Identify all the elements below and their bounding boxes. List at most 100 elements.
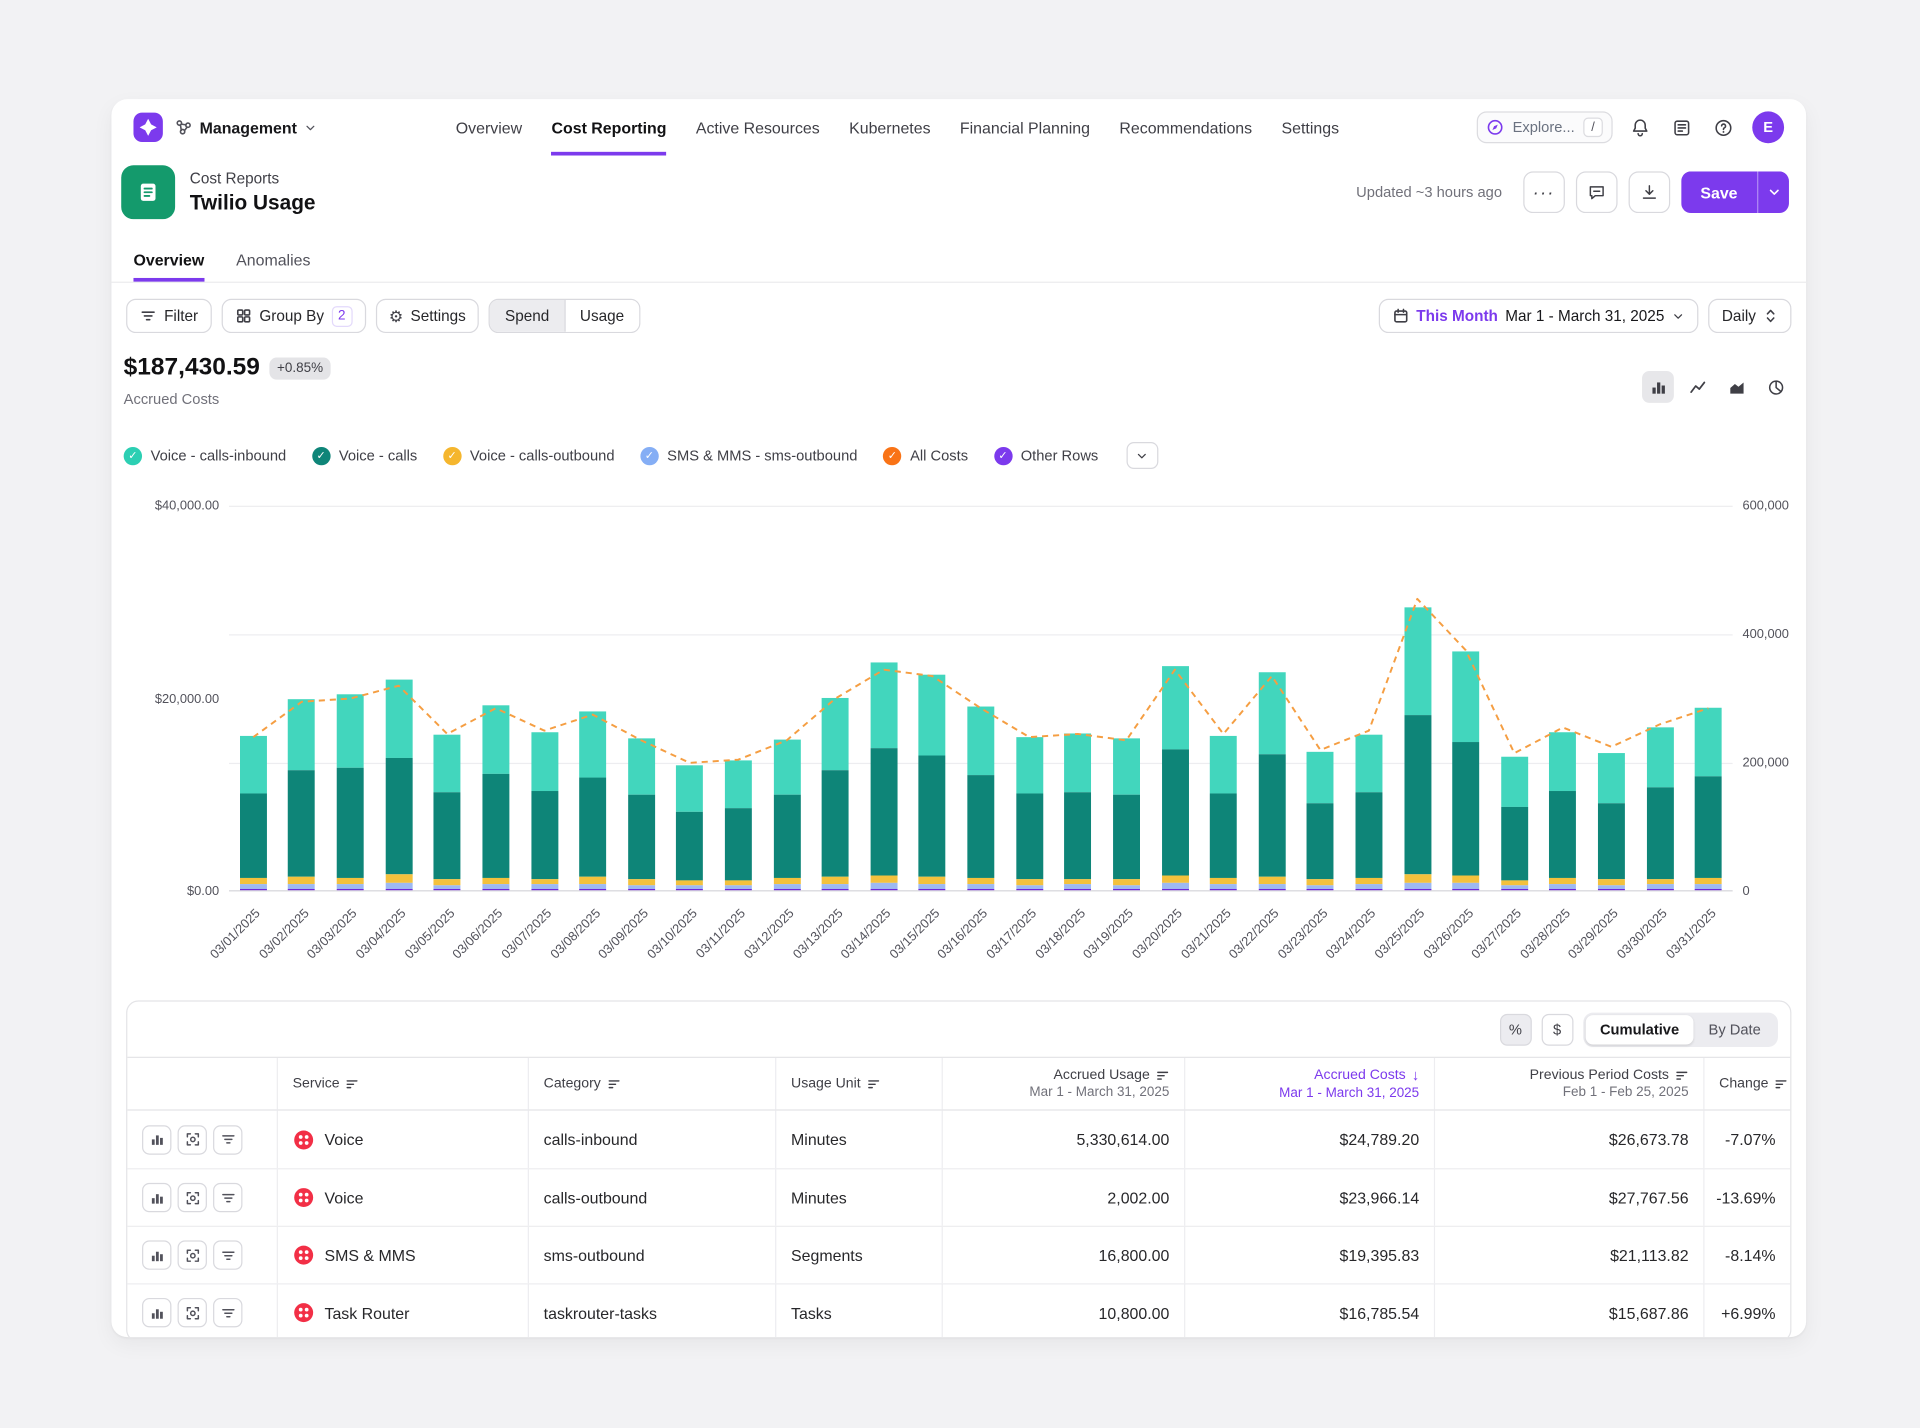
group-by-button[interactable]: Group By 2 bbox=[221, 298, 366, 334]
filter-button[interactable]: Filter bbox=[126, 298, 212, 334]
nav-item-financial-planning[interactable]: Financial Planning bbox=[959, 118, 1091, 137]
app-logo[interactable] bbox=[133, 112, 163, 143]
header-change[interactable]: Change bbox=[1703, 1057, 1790, 1110]
chart-bar-03/11/2025[interactable] bbox=[724, 760, 752, 891]
chart-bar-03/25/2025[interactable] bbox=[1403, 607, 1431, 891]
legend-item-other-rows[interactable]: ✓ Other Rows bbox=[993, 446, 1098, 465]
chart-bar-03/02/2025[interactable] bbox=[288, 699, 316, 891]
nav-item-cost-reporting[interactable]: Cost Reporting bbox=[551, 99, 667, 156]
chart-area: $40,000.00 $20,000.00 $0.00 600,000 400,000… bbox=[111, 498, 1806, 898]
chart-bar-03/17/2025[interactable] bbox=[1015, 736, 1043, 891]
chart-bar-03/03/2025[interactable] bbox=[336, 694, 364, 891]
more-actions-button[interactable]: ··· bbox=[1522, 171, 1565, 214]
row-filter-button[interactable] bbox=[213, 1240, 243, 1270]
save-button[interactable]: Save bbox=[1680, 171, 1758, 214]
download-button[interactable] bbox=[1628, 171, 1670, 214]
chart-bar-03/22/2025[interactable] bbox=[1258, 672, 1286, 891]
date-range-button[interactable]: This Month Mar 1 - March 31, 2025 bbox=[1378, 298, 1699, 334]
dollar-toggle[interactable]: $ bbox=[1541, 1013, 1574, 1046]
row-chart-button[interactable] bbox=[142, 1240, 172, 1270]
nav-item-overview[interactable]: Overview bbox=[455, 118, 523, 137]
chart-bar-03/20/2025[interactable] bbox=[1161, 665, 1189, 891]
spend-toggle[interactable]: Spend bbox=[490, 300, 564, 332]
chart-bar-03/01/2025[interactable] bbox=[239, 735, 267, 891]
chart-bar-03/14/2025[interactable] bbox=[870, 662, 898, 891]
row-chart-button[interactable] bbox=[142, 1182, 172, 1213]
chart-bar-03/05/2025[interactable] bbox=[433, 734, 461, 891]
x-axis-label: 03/26/2025 bbox=[1420, 906, 1477, 963]
nav-item-recommendations[interactable]: Recommendations bbox=[1119, 118, 1253, 137]
cell-category: calls-outbound bbox=[527, 1169, 775, 1226]
chart-bar-03/31/2025[interactable] bbox=[1694, 707, 1722, 891]
chart-bar-03/21/2025[interactable] bbox=[1209, 735, 1237, 891]
chart-bar-03/28/2025[interactable] bbox=[1549, 732, 1577, 891]
chart-bar-03/08/2025[interactable] bbox=[579, 710, 607, 891]
row-chart-button[interactable] bbox=[142, 1297, 172, 1328]
chart-bar-03/30/2025[interactable] bbox=[1646, 727, 1674, 891]
help-button[interactable] bbox=[1711, 114, 1738, 141]
chart-bar-03/07/2025[interactable] bbox=[530, 732, 558, 891]
chart-bar-03/12/2025[interactable] bbox=[773, 739, 801, 891]
header-accrued-usage[interactable]: Accrued Usage Mar 1 - March 31, 2025 bbox=[941, 1057, 1184, 1110]
sort-icon bbox=[1156, 1068, 1169, 1081]
chart-bar-03/15/2025[interactable] bbox=[918, 674, 946, 891]
header-category[interactable]: Category bbox=[527, 1057, 775, 1110]
tab-overview[interactable]: Overview bbox=[133, 239, 205, 282]
chart-bar-03/23/2025[interactable] bbox=[1306, 752, 1334, 891]
nav-item-settings[interactable]: Settings bbox=[1281, 118, 1340, 137]
legend-item-voice-calls[interactable]: ✓ Voice - calls bbox=[311, 446, 417, 465]
row-filter-button[interactable] bbox=[213, 1124, 243, 1155]
chart-bar-03/04/2025[interactable] bbox=[385, 680, 413, 891]
row-focus-button[interactable] bbox=[177, 1182, 207, 1213]
chart-bar-03/27/2025[interactable] bbox=[1500, 757, 1528, 891]
chart-bar-03/10/2025[interactable] bbox=[676, 765, 704, 891]
save-dropdown-button[interactable] bbox=[1757, 171, 1789, 214]
settings-button[interactable]: ⚙ Settings bbox=[375, 298, 480, 334]
row-focus-button[interactable] bbox=[177, 1297, 207, 1328]
row-filter-button[interactable] bbox=[213, 1182, 243, 1213]
granularity-button[interactable]: Daily bbox=[1708, 298, 1792, 334]
area-chart-button[interactable] bbox=[1720, 371, 1752, 403]
workspace-switcher[interactable]: Management bbox=[175, 118, 318, 137]
chart-bar-03/13/2025[interactable] bbox=[821, 698, 849, 891]
chart-bar-03/29/2025[interactable] bbox=[1597, 753, 1625, 891]
tab-anomalies[interactable]: Anomalies bbox=[236, 251, 311, 270]
row-actions bbox=[127, 1284, 276, 1337]
row-focus-button[interactable] bbox=[177, 1124, 207, 1155]
row-filter-button[interactable] bbox=[213, 1297, 243, 1328]
header-service[interactable]: Service bbox=[276, 1057, 528, 1110]
header-accrued-costs[interactable]: Accrued Costs ↓ Mar 1 - March 31, 2025 bbox=[1184, 1057, 1434, 1110]
chart-bar-03/06/2025[interactable] bbox=[482, 705, 510, 891]
cumulative-toggle[interactable]: Cumulative bbox=[1585, 1014, 1694, 1044]
legend-more-button[interactable] bbox=[1126, 442, 1159, 469]
row-focus-button[interactable] bbox=[177, 1240, 207, 1270]
legend-item-sms-mms-sms-outbound[interactable]: ✓ SMS & MMS - sms-outbound bbox=[640, 446, 857, 465]
explore-search[interactable]: Explore... / bbox=[1477, 111, 1613, 144]
by-date-toggle[interactable]: By Date bbox=[1694, 1014, 1776, 1043]
updated-timestamp: Updated ~3 hours ago bbox=[1356, 183, 1502, 201]
legend-item-all-costs[interactable]: ✓ All Costs bbox=[883, 446, 968, 465]
nav-item-active-resources[interactable]: Active Resources bbox=[695, 118, 820, 137]
chart-bar-03/19/2025[interactable] bbox=[1112, 738, 1140, 891]
pie-chart-button[interactable] bbox=[1760, 371, 1792, 403]
row-chart-button[interactable] bbox=[142, 1124, 172, 1155]
x-axis-label: 03/04/2025 bbox=[353, 906, 410, 963]
nav-item-kubernetes[interactable]: Kubernetes bbox=[849, 118, 931, 137]
avatar[interactable]: E bbox=[1752, 111, 1785, 144]
chart-bar-03/26/2025[interactable] bbox=[1452, 651, 1480, 891]
chart-bar-03/16/2025[interactable] bbox=[967, 707, 995, 891]
chart-bar-03/18/2025[interactable] bbox=[1064, 734, 1092, 891]
legend-item-voice-calls-outbound[interactable]: ✓ Voice - calls-outbound bbox=[442, 446, 615, 465]
header-usage-unit[interactable]: Usage Unit bbox=[775, 1057, 942, 1110]
line-chart-button[interactable] bbox=[1681, 371, 1713, 403]
legend-item-voice-calls-inbound[interactable]: ✓ Voice - calls-inbound bbox=[123, 446, 286, 465]
bar-chart-button[interactable] bbox=[1642, 371, 1674, 403]
docs-button[interactable] bbox=[1669, 114, 1696, 141]
usage-toggle[interactable]: Usage bbox=[563, 300, 639, 332]
chart-bar-03/24/2025[interactable] bbox=[1355, 734, 1383, 891]
header-previous-costs[interactable]: Previous Period Costs Feb 1 - Feb 25, 20… bbox=[1433, 1057, 1703, 1110]
percent-toggle[interactable]: % bbox=[1499, 1013, 1532, 1046]
chart-bar-03/09/2025[interactable] bbox=[627, 737, 655, 891]
comments-button[interactable] bbox=[1575, 171, 1618, 214]
notifications-button[interactable] bbox=[1627, 114, 1654, 141]
